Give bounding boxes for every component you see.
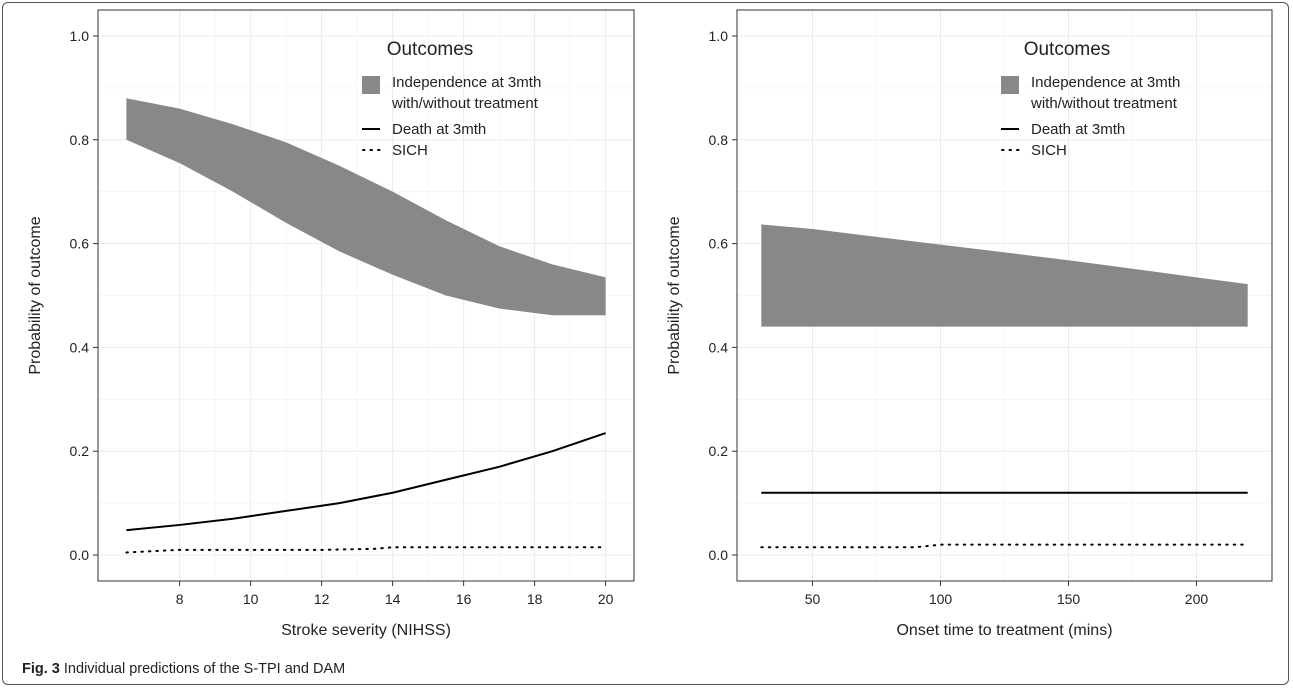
x-tick-label: 100	[929, 591, 953, 607]
x-tick-label: 150	[1057, 591, 1081, 607]
caption-label: Fig. 3	[22, 661, 60, 677]
legend-entry-label: Independence at 3mth	[1031, 74, 1180, 91]
y-tick-label: 1.0	[709, 28, 729, 44]
sich-line	[125, 546, 607, 554]
x-tick-label: 12	[314, 591, 330, 607]
plot-frame	[97, 9, 635, 582]
x-tick-label: 200	[1185, 591, 1209, 607]
legend-key-band	[1001, 76, 1019, 94]
legend-key-band	[362, 76, 380, 94]
caption-text: Individual predictions of the S-TPI and …	[63, 661, 346, 677]
y-axis-label: Probability of outcome	[666, 216, 683, 374]
y-tick-label: 0.4	[70, 339, 90, 355]
x-tick-label: 10	[243, 591, 259, 607]
legend: Outcomes Independence at 3mth with/without…	[362, 39, 541, 159]
y-tick-label: 1.0	[70, 28, 90, 44]
legend-entry-label: with/without treatment	[1030, 95, 1178, 112]
legend-entry-label: with/without treatment	[391, 95, 539, 112]
death-line	[126, 432, 606, 532]
y-tick-label: 0.4	[709, 339, 729, 355]
plot-frame	[736, 9, 1273, 582]
legend-title: Outcomes	[387, 39, 474, 60]
independence-band	[761, 224, 1248, 327]
legend-entry-label: SICH	[1031, 142, 1067, 159]
figure-caption: Fig. 3 Individual predictions of the S-T…	[22, 661, 345, 677]
x-tick-label: 20	[598, 591, 614, 607]
y-tick-label: 0.2	[70, 443, 90, 459]
chart-panel-1: 0.0 0.2 0.4 0.6 0.8 1.0 8 10 12 14 16 18 20 Stroke se…	[27, 9, 635, 639]
legend-title: Outcomes	[1024, 39, 1111, 60]
y-tick-label: 0.6	[709, 236, 729, 252]
y-tick-label: 0.2	[709, 443, 729, 459]
x-tick-label: 16	[456, 591, 472, 607]
x-tick-label: 50	[805, 591, 821, 607]
y-tick-label: 0.0	[709, 547, 729, 563]
legend: Outcomes Independence at 3mth with/without…	[1001, 39, 1180, 159]
x-axis-label: Onset time to treatment (mins)	[896, 622, 1112, 639]
y-tick-label: 0.8	[70, 132, 90, 148]
chart-panel-2: 0.0 0.2 0.4 0.6 0.8 1.0 50 100 150 200 Onset time …	[666, 9, 1273, 639]
y-axis-label: Probability of outcome	[27, 216, 44, 374]
legend-entry-label: Independence at 3mth	[392, 74, 541, 91]
legend-entry-label: Death at 3mth	[392, 121, 486, 138]
x-axis-label: Stroke severity (NIHSS)	[281, 622, 451, 639]
independence-band	[126, 98, 606, 316]
sich-line	[760, 543, 1249, 549]
y-tick-label: 0.6	[70, 236, 90, 252]
legend-entry-label: SICH	[392, 142, 428, 159]
x-tick-label: 18	[527, 591, 543, 607]
legend-entry-label: Death at 3mth	[1031, 121, 1125, 138]
x-tick-label: 8	[176, 591, 184, 607]
x-tick-label: 14	[385, 591, 401, 607]
y-tick-label: 0.0	[70, 547, 90, 563]
y-tick-label: 0.8	[709, 132, 729, 148]
